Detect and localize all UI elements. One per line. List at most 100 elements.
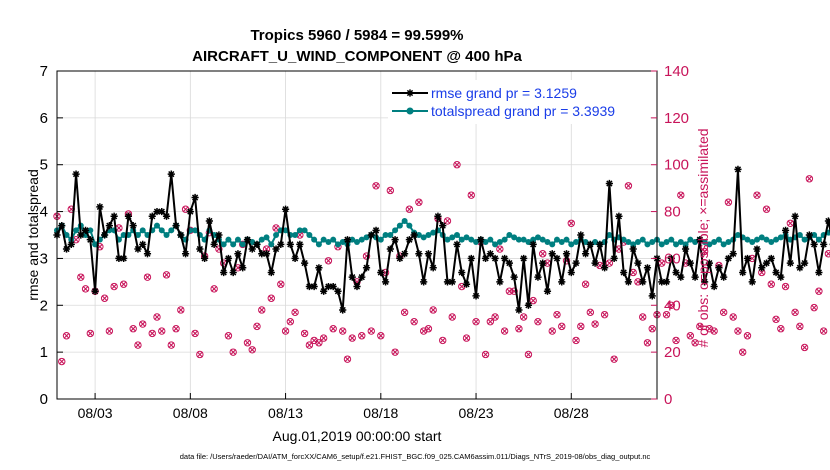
obs-point [410, 317, 418, 326]
rmse-point [229, 268, 237, 277]
totalspread-point [701, 239, 708, 246]
totalspread-point [720, 241, 727, 248]
obs-point [677, 191, 685, 199]
totalspread-point [339, 239, 346, 246]
rmse-point [110, 212, 118, 220]
rmse-point [734, 165, 742, 173]
obs-point [339, 327, 347, 335]
rmse-point [220, 268, 228, 277]
y-right-tick-label: 100 [664, 157, 689, 174]
rmse-point [505, 259, 513, 267]
totalspread-point [725, 239, 732, 246]
rmse-point [758, 264, 766, 272]
rmse-point [239, 264, 247, 272]
totalspread-point [606, 232, 613, 238]
obs-point [453, 161, 461, 169]
totalspread-point [392, 227, 399, 234]
rmse-point [772, 268, 780, 277]
obs-point [286, 317, 295, 326]
obs-point [605, 259, 614, 267]
rmse-point [286, 240, 294, 248]
rmse-point [177, 231, 185, 239]
rmse-point [248, 245, 256, 253]
totalspread-point [473, 239, 480, 246]
x-tick-label: 08/28 [554, 405, 589, 421]
rmse-point [181, 250, 190, 258]
totalspread-point [492, 241, 499, 248]
rmse-point [624, 278, 633, 286]
totalspread-point [744, 236, 751, 243]
rmse-point [262, 250, 271, 258]
totalspread-point [363, 234, 370, 241]
totalspread-point [311, 236, 318, 243]
rmse-point [272, 245, 280, 253]
totalspread-point [387, 232, 394, 238]
obs-point [481, 350, 490, 359]
x-axis: 08/03 08/08 08/13 08/18 08/23 08/28 [78, 393, 589, 421]
obs-point [472, 317, 480, 326]
rmse-point [67, 240, 75, 248]
rmse-point [448, 278, 456, 286]
totalspread-point [677, 239, 684, 246]
rmse-point [401, 250, 409, 258]
totalspread-point [401, 217, 408, 224]
rmse-point [681, 245, 690, 253]
y-right-tick-label: 140 [664, 63, 689, 80]
obs-point [724, 198, 733, 206]
obs-point [391, 348, 399, 356]
totalspread-point [273, 232, 280, 238]
totalspread-point [444, 236, 451, 243]
rmse-point [139, 240, 147, 248]
rmse-point [377, 268, 385, 277]
y-tick-label: 7 [40, 63, 48, 80]
rmse-point [481, 254, 490, 263]
rmse-point [558, 278, 566, 286]
totalspread-point [268, 241, 275, 248]
totalspread-point [649, 239, 656, 246]
rmse-point [234, 250, 242, 258]
obs-point [105, 327, 114, 335]
obs-point [496, 245, 504, 253]
totalspread-point [263, 234, 270, 241]
y-tick-label: 6 [40, 110, 48, 127]
rmse-point [310, 282, 318, 291]
obs-point [753, 191, 761, 199]
rmse-point [143, 250, 152, 258]
obs-point [767, 280, 775, 288]
totalspread-point [234, 236, 241, 243]
totalspread-point [525, 239, 532, 246]
rmse-point [372, 226, 380, 234]
rmse-point [767, 254, 775, 263]
totalspread-point [506, 232, 513, 238]
rmse-point [520, 254, 528, 263]
obs-point [77, 273, 85, 281]
obs-point [500, 327, 509, 335]
totalspread-point [63, 232, 70, 238]
totalspread-point [358, 236, 365, 243]
rmse-point [172, 222, 180, 230]
totalspread-point [377, 236, 384, 243]
rmse-point [567, 268, 575, 277]
obs-point [486, 317, 495, 326]
rmse-point [134, 245, 142, 253]
x-tick-label: 08/23 [459, 405, 494, 421]
rmse-point [415, 250, 423, 258]
rmse-point [667, 254, 675, 263]
rmse-point [353, 282, 361, 291]
rmse-point [267, 268, 275, 277]
rmse-point [815, 268, 823, 277]
rmse-point [577, 231, 585, 239]
totalspread-point [382, 232, 389, 238]
obs-point [158, 327, 166, 335]
totalspread-point [320, 236, 327, 243]
rmse-point [291, 254, 299, 263]
obs-point [277, 280, 285, 288]
obs-point [443, 217, 452, 225]
y-right-tick-label: 60 [664, 250, 681, 267]
rmse-point [301, 259, 309, 267]
obs-point [429, 306, 437, 314]
obs-point [643, 339, 652, 347]
legend-spread-marker [406, 107, 414, 115]
obs-point [329, 325, 337, 333]
rmse-point [524, 301, 533, 309]
